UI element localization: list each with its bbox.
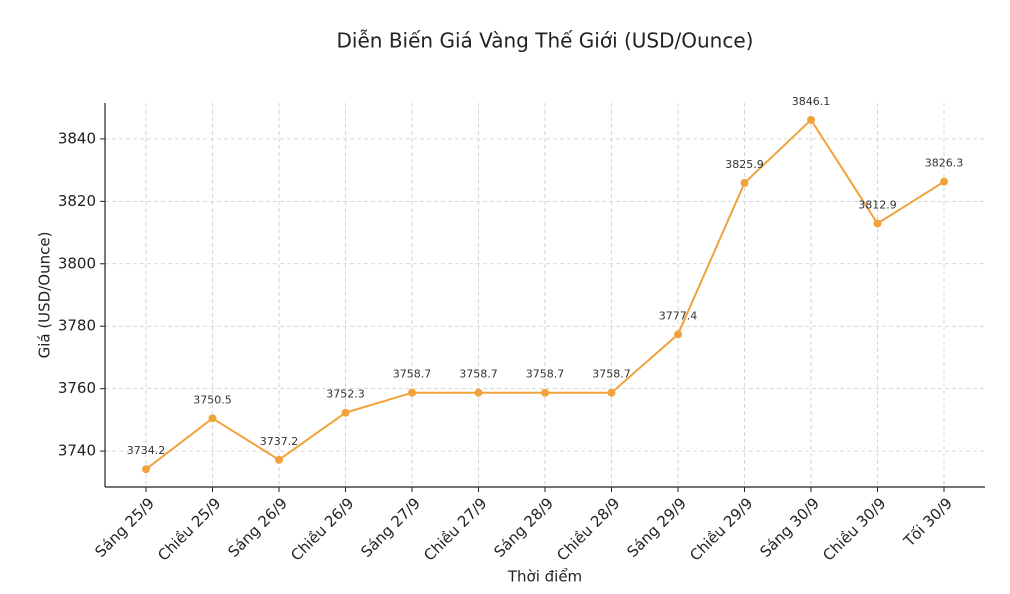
data-label: 3826.3 [925, 157, 964, 170]
y-tick-label: 3780 [58, 317, 96, 335]
data-label: 3825.9 [725, 158, 764, 171]
x-tick-label: Chiều 25/9 [154, 494, 224, 564]
data-label: 3752.3 [326, 388, 365, 401]
x-tick-label: Chiều 26/9 [287, 494, 357, 564]
data-label: 3758.7 [393, 368, 432, 381]
x-axis-label: Thời điểm [507, 568, 582, 586]
data-label: 3750.5 [193, 393, 232, 406]
point [541, 388, 549, 397]
point [740, 178, 749, 187]
x-tick-label: Sáng 26/9 [224, 494, 291, 561]
point [275, 455, 283, 464]
x-tick-label: Chiều 30/9 [819, 494, 889, 564]
data-label: 3758.7 [526, 368, 565, 381]
x-tick-label: Sáng 29/9 [623, 494, 690, 561]
x-tick-label: Sáng 28/9 [490, 494, 557, 561]
point [142, 465, 150, 474]
point [674, 330, 682, 339]
point [873, 219, 882, 228]
point [607, 388, 616, 397]
data-label: 3812.9 [858, 199, 897, 212]
chart-title: Diễn Biến Giá Vàng Thế Giới (USD/Ounce) [337, 29, 754, 53]
point [408, 388, 416, 397]
x-tick-label: Sáng 30/9 [756, 494, 823, 561]
x-tick-label: Sáng 25/9 [91, 494, 158, 561]
x-tick-label: Tối 30/9 [899, 494, 956, 551]
y-tick-label: 3740 [58, 442, 96, 460]
point [474, 388, 483, 397]
point [341, 408, 350, 417]
y-tick-label: 3760 [58, 379, 96, 397]
data-label: 3846.1 [792, 95, 831, 108]
y-tick-label: 3800 [58, 254, 96, 272]
data-label: 3734.2 [127, 444, 166, 457]
point [807, 115, 815, 124]
x-tick-label: Chiều 27/9 [420, 494, 490, 564]
data-label: 3758.7 [459, 368, 498, 381]
data-label: 3777.4 [659, 309, 698, 322]
point [940, 177, 948, 186]
y-axis-label: Giá (USD/Ounce) [36, 232, 54, 359]
data-label: 3758.7 [592, 368, 631, 381]
y-tick-label: 3820 [58, 192, 96, 210]
point [208, 414, 217, 423]
y-tick-label: 3840 [58, 129, 96, 147]
x-tick-label: Chiều 28/9 [553, 494, 623, 564]
x-tick-label: Sáng 27/9 [357, 494, 424, 561]
x-tick-label: Chiều 29/9 [686, 494, 756, 564]
data-label: 3737.2 [260, 435, 299, 448]
